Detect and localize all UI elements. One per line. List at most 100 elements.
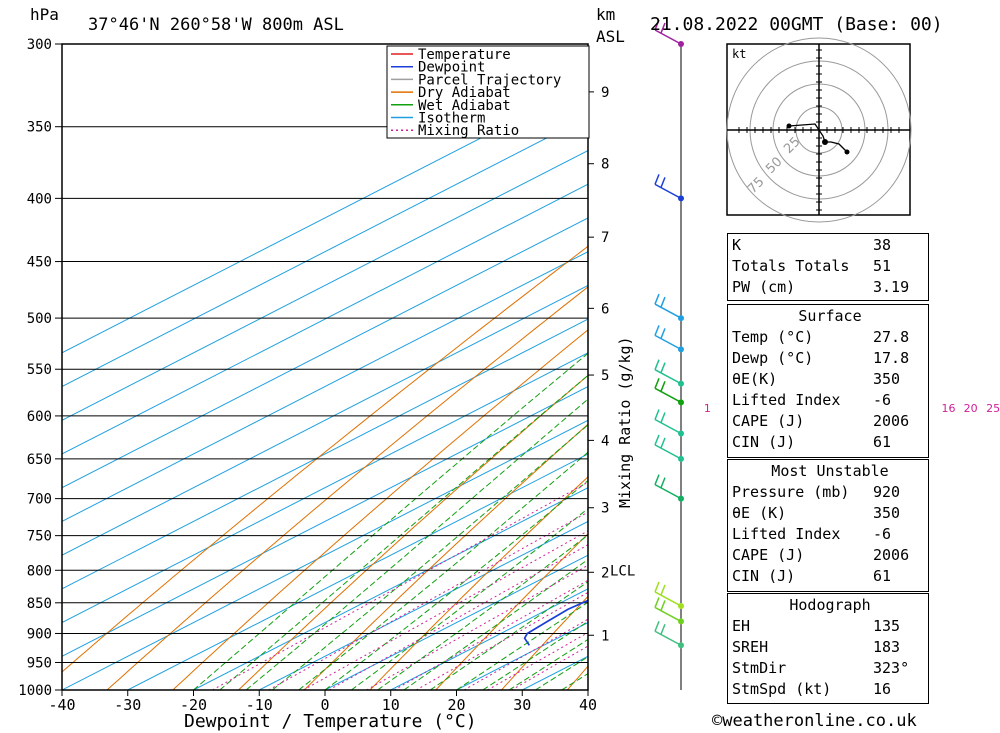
section-title: Hodograph <box>789 596 871 614</box>
isotherm-line <box>62 284 588 556</box>
index-label: Dewp (°C) <box>732 349 814 367</box>
most-unstable-table: Most Unstable Pressure (mb) 920 θE (K) 350 Li… <box>728 461 928 587</box>
km-unit: km <box>596 5 615 24</box>
km-axis: 1 2 3 4 5 6 7 8 9 LCL <box>588 85 635 644</box>
km-tick-label: 6 <box>601 301 609 317</box>
mixing-ratio-line <box>366 564 588 690</box>
temperature-tick-label: 0 <box>320 696 329 714</box>
index-row: Lifted Index -6 <box>728 524 928 545</box>
wind-barb-feather <box>654 620 660 632</box>
indices-general-box: K 38 Totals Totals 51 PW (cm) 3.19 <box>727 233 929 301</box>
index-label: PW (cm) <box>732 278 796 296</box>
wind-barb-feather <box>660 362 666 373</box>
mixing-ratio-tick-label: 20 <box>964 402 978 415</box>
index-label: Totals Totals <box>732 257 850 275</box>
km-tick-label: 3 <box>601 501 609 517</box>
wind-barb-feather <box>660 477 666 488</box>
index-label: SREH <box>732 638 769 656</box>
legend-label: Dewpoint <box>418 60 485 76</box>
wind-barb <box>654 606 682 623</box>
pressure-tick-label: 1000 <box>18 683 52 699</box>
mixing-ratio-tick-label: 16 <box>941 402 955 415</box>
datetime-title: 21.08.2022 00GMT (Base: 00) <box>650 14 943 35</box>
section-title: Surface <box>798 307 862 325</box>
isotherm-line <box>62 251 588 522</box>
index-row: K 38 <box>728 235 928 256</box>
index-row: Lifted Index -6 <box>728 390 928 411</box>
wet-adiabat-line <box>324 479 588 690</box>
wind-barb-feather <box>654 293 660 305</box>
wind-barb <box>654 591 682 607</box>
indices-general-table: K 38 Totals Totals 51 PW (cm) 3.19 <box>728 235 928 298</box>
index-label: CIN (J) <box>732 567 796 585</box>
km-tick-label: 4 <box>601 433 609 449</box>
legend-box <box>386 45 590 139</box>
pressure-tick-label: 500 <box>27 311 52 327</box>
index-row: Pressure (mb) 920 <box>728 482 928 503</box>
index-label: CAPE (J) <box>732 546 805 564</box>
wind-barb-feather <box>660 381 666 392</box>
hodograph-unit-label: kt <box>732 47 746 61</box>
mixing-ratio-line <box>328 544 588 690</box>
x-axis-label: Dewpoint / Temperature (°C) <box>184 711 477 732</box>
hodograph-endpoint <box>786 123 792 129</box>
temperature-tick-label: 10 <box>382 696 400 714</box>
km-tick-label: 7 <box>601 230 609 246</box>
pressure-tick-label: 350 <box>27 120 52 136</box>
pressure-tick-label: 950 <box>27 655 52 671</box>
hodograph-endpoint <box>844 149 850 155</box>
isotherm-line <box>62 149 588 421</box>
isotherm-line <box>127 453 588 690</box>
wind-barb-feather <box>654 174 660 185</box>
section-title: Most Unstable <box>771 462 889 480</box>
axis-labels: 3003504004505005506006507007508008509009… <box>18 37 597 714</box>
wind-barb-feather <box>654 581 660 593</box>
index-row: CAPE (J) 2006 <box>728 545 928 566</box>
isotherm-line <box>259 520 588 690</box>
index-row: Dewp (°C) 17.8 <box>728 348 928 369</box>
temperature-tick-label: -20 <box>180 696 207 714</box>
wind-barb <box>654 630 682 646</box>
km-tick-label: 8 <box>601 157 609 173</box>
wind-barb <box>654 183 682 200</box>
wind-barb-feather <box>654 597 660 608</box>
temperature-tick-label: -40 <box>48 696 75 714</box>
wind-barb-feather <box>660 623 666 635</box>
wind-barb-feather <box>654 378 660 389</box>
index-row: θE (K) 350 <box>728 503 928 524</box>
index-row: SREH 183 <box>728 637 928 658</box>
credit-link[interactable]: ©weatheronline.co.uk <box>712 711 917 731</box>
wind-barb-feather <box>660 22 666 34</box>
isotherm-line <box>62 217 588 489</box>
isotherm-line <box>193 487 588 690</box>
index-value: 350 <box>873 370 901 388</box>
mixing-ratio-tick-label: 25 <box>986 402 1000 415</box>
pressure-tick-label: 400 <box>27 191 52 207</box>
dry-adiabat-line <box>962 44 1000 690</box>
km-tick-label: 5 <box>601 368 609 384</box>
index-row: StmDir 323° <box>728 658 928 679</box>
most-unstable-box: Most Unstable Pressure (mb) 920 θE (K) 350 Li… <box>727 459 929 592</box>
mixing-ratio-axis-label: Mixing Ratio (g/kg) <box>616 336 634 508</box>
isotherm-line <box>62 385 588 657</box>
pressure-tick-label: 300 <box>27 37 52 53</box>
mixing-ratio-tick-label: 1 <box>704 402 711 415</box>
index-label: θE(K) <box>732 370 778 388</box>
index-value: 38 <box>873 236 892 254</box>
index-label: CAPE (J) <box>732 412 805 430</box>
wind-barb <box>654 303 682 319</box>
wind-barb-feather <box>654 325 660 336</box>
hpa-unit: hPa <box>30 5 59 24</box>
pressure-tick-label: 650 <box>27 452 52 468</box>
index-value: 16 <box>873 680 892 698</box>
wet-adiabat-line <box>482 620 588 690</box>
wind-barb-feather <box>660 177 666 188</box>
temperature-tick-label: 20 <box>447 696 465 714</box>
wind-barb-feather <box>660 437 666 449</box>
legend-label: Mixing Ratio <box>418 123 519 139</box>
index-label: Lifted Index <box>732 391 841 409</box>
hodograph-storm-motion <box>822 139 828 145</box>
index-row: StmSpd (kt) 16 <box>728 679 928 700</box>
pressure-tick-label: 750 <box>27 529 52 545</box>
